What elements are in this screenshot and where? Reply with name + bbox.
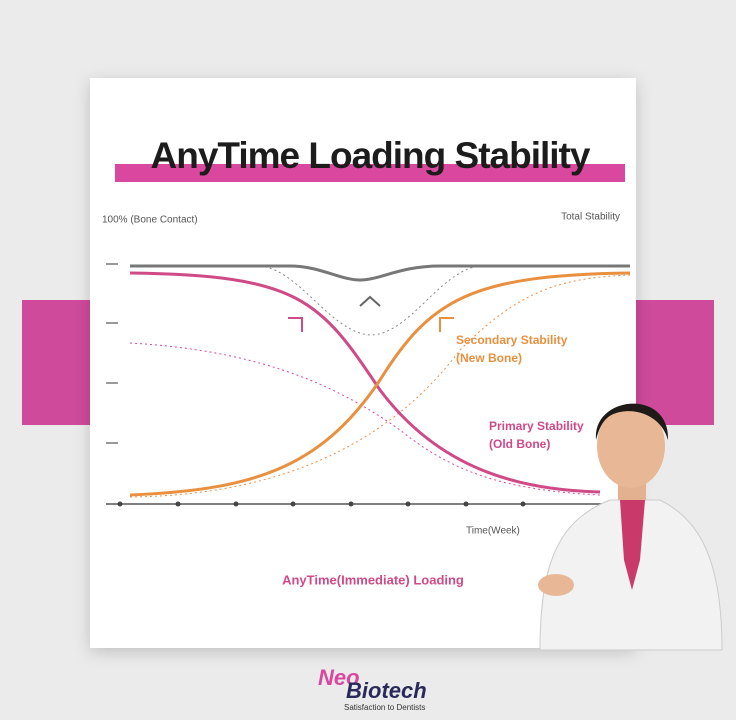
dot — [464, 502, 469, 507]
secondary-sub: (New Bone) — [456, 351, 522, 365]
primary-sub: (Old Bone) — [489, 437, 550, 451]
secondary-label: Secondary Stability — [456, 333, 568, 347]
x-label: Time(Week) — [466, 526, 520, 537]
total-label: Total Stability — [561, 212, 620, 223]
caption: AnyTime(Immediate) Loading — [282, 572, 464, 587]
logo-biotech: Biotech — [346, 678, 427, 703]
logo-tagline: Satisfaction to Dentists — [344, 703, 425, 712]
page: AnyTime Loading Stability 100% (Bone Con… — [0, 0, 736, 715]
hand — [538, 574, 574, 596]
dot — [234, 502, 239, 507]
dot — [406, 502, 411, 507]
y-label: 100% (Bone Contact) — [102, 215, 198, 226]
dot — [118, 502, 123, 507]
primary-label: Primary Stability — [489, 419, 584, 433]
dot — [521, 502, 526, 507]
dot — [349, 502, 354, 507]
poster: AnyTime Loading Stability 100% (Bone Con… — [0, 0, 736, 715]
dot — [291, 502, 296, 507]
title: AnyTime Loading Stability — [151, 135, 591, 176]
dot — [176, 502, 181, 507]
